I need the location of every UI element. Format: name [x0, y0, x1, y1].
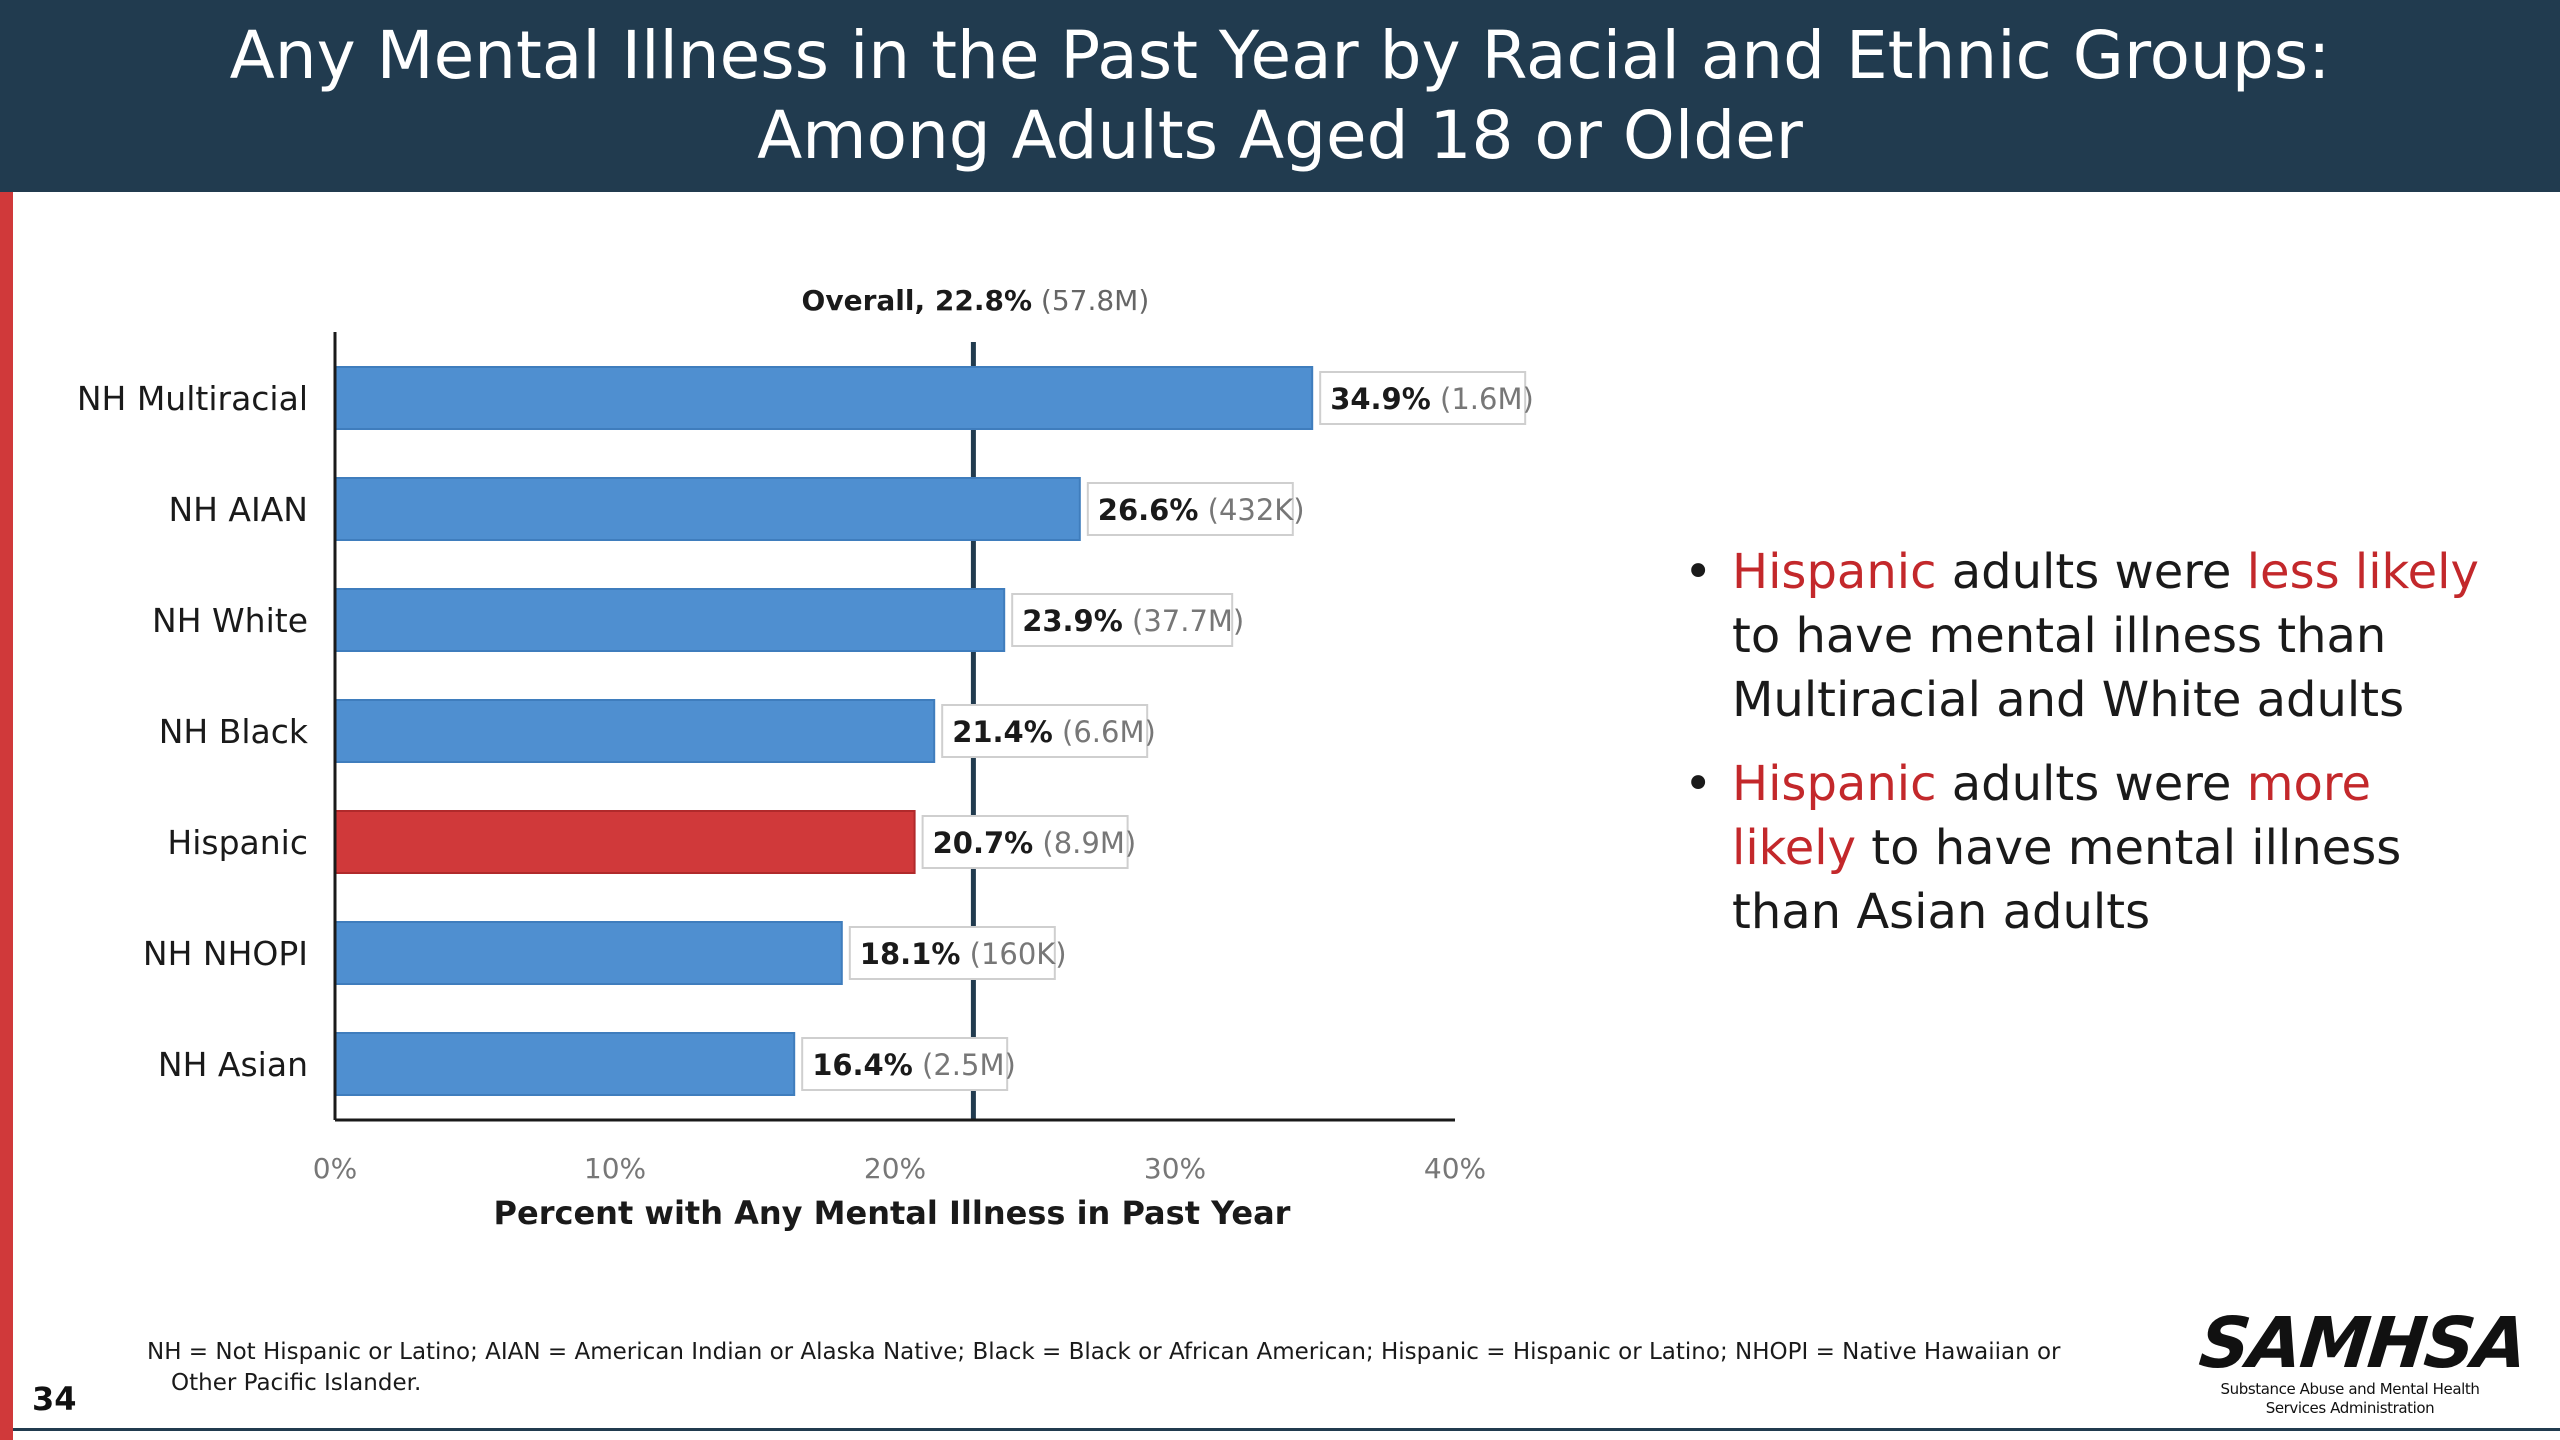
data-label: 20.7% (8.9M) [933, 826, 1137, 860]
x-tick-label: 10% [584, 1152, 646, 1185]
logo-subtitle-line-1: Substance Abuse and Mental Health [2220, 1380, 2480, 1398]
highlighted-text: more likely [1732, 756, 2372, 876]
data-label-box [921, 815, 1129, 869]
x-tick-label: 40% [1424, 1152, 1486, 1185]
highlighted-text: Hispanic [1732, 544, 1937, 600]
data-label: 23.9% (37.7M) [1022, 604, 1244, 638]
data-label-box [941, 704, 1149, 758]
x-tick-label: 30% [1144, 1152, 1206, 1185]
bar-nh-black [334, 699, 936, 763]
bullet-marker: • [1684, 756, 1713, 812]
data-label-count: (432K) [1198, 493, 1304, 527]
page-number: 34 [32, 1380, 77, 1418]
overall-reference-label: Overall, 22.8% (57.8M) [802, 284, 1150, 317]
bullet-text: adults were [1936, 756, 2247, 812]
data-label-count: (37.7M) [1123, 604, 1244, 638]
category-label: NH Multiracial [77, 379, 308, 418]
x-axis-title: Percent with Any Mental Illness in Past … [494, 1194, 1291, 1232]
data-label-box [1011, 593, 1234, 647]
x-tick-label: 0% [313, 1152, 357, 1185]
data-label-value: 23.9% [1022, 604, 1123, 638]
data-label: 26.6% (432K) [1098, 493, 1305, 527]
overall-label-value: Overall, 22.8% [802, 284, 1032, 317]
footnote: NH = Not Hispanic or Latino; AIAN = Amer… [147, 1337, 2127, 1399]
bullet-text: to have mental illness than Multiracial … [1732, 608, 2405, 728]
bar-nh-aian [334, 477, 1081, 541]
bar-nh-multiracial [334, 366, 1314, 430]
category-label: NH AIAN [168, 490, 308, 529]
highlighted-text: less likely [2246, 544, 2479, 600]
title-bar: Any Mental Illness in the Past Year by R… [0, 0, 2560, 192]
data-label-count: (2.5M) [913, 1048, 1016, 1082]
data-label: 34.9% (1.6M) [1330, 382, 1534, 416]
data-label-box [1319, 371, 1527, 425]
slide-title-line-2: Among Adults Aged 18 or Older [757, 97, 1803, 174]
bullet-text: adults were [1936, 544, 2247, 600]
category-label: NH Asian [158, 1045, 308, 1084]
data-label: 21.4% (6.6M) [952, 715, 1156, 749]
key-findings-list: • Hispanic adults were less likely to hav… [1680, 540, 2500, 964]
footnote-line-2: Other Pacific Islander. [171, 1370, 422, 1396]
left-accent-stripe [0, 0, 13, 1440]
bottom-rule [13, 1428, 2560, 1431]
bar-nh-white [334, 588, 1006, 652]
data-label-value: 34.9% [1330, 382, 1431, 416]
category-label: NH NHOPI [143, 934, 308, 973]
data-label: 18.1% (160K) [860, 937, 1067, 971]
bullet-marker: • [1684, 544, 1713, 600]
logo-subtitle-line-2: Services Administration [2265, 1399, 2435, 1417]
data-label-value: 20.7% [933, 826, 1034, 860]
slide-title-line-1: Any Mental Illness in the Past Year by R… [229, 17, 2331, 94]
category-label: Hispanic [167, 823, 308, 862]
data-label-box [1086, 482, 1294, 536]
data-label-value: 18.1% [860, 937, 961, 971]
data-label-count: (8.9M) [1033, 826, 1136, 860]
samhsa-logo: SAMHSA Substance Abuse and Mental Health… [2196, 1302, 2530, 1418]
data-label-value: 21.4% [952, 715, 1053, 749]
bar-nh-nhopi [334, 921, 843, 985]
data-label-box [848, 926, 1056, 980]
footnote-line-1: NH = Not Hispanic or Latino; AIAN = Amer… [147, 1339, 2061, 1365]
finding-bullet: • Hispanic adults were more likely to hav… [1680, 752, 2500, 944]
bar-chart: Overall, 22.8% (57.8M) NH Multiracial 34.9… [77, 284, 1534, 1232]
bar-nh-asian [334, 1032, 796, 1096]
category-label: NH White [152, 601, 308, 640]
data-label-value: 16.4% [812, 1048, 913, 1082]
data-label-count: (160K) [960, 937, 1066, 971]
logo-wordmark: SAMHSA [2195, 1302, 2530, 1384]
data-label-count: (6.6M) [1053, 715, 1156, 749]
bullet-text: to have mental illness than Asian adults [1732, 820, 2402, 940]
data-label-value: 26.6% [1098, 493, 1199, 527]
data-label: 16.4% (2.5M) [812, 1048, 1016, 1082]
highlighted-text: Hispanic [1732, 756, 1937, 812]
x-tick-label: 20% [864, 1152, 926, 1185]
data-label-count: (1.6M) [1431, 382, 1534, 416]
finding-bullet: • Hispanic adults were less likely to hav… [1680, 540, 2500, 732]
overall-label-count: (57.8M) [1032, 284, 1149, 317]
data-label-box [801, 1037, 1009, 1091]
bar-hispanic [334, 810, 916, 874]
category-label: NH Black [159, 712, 309, 751]
